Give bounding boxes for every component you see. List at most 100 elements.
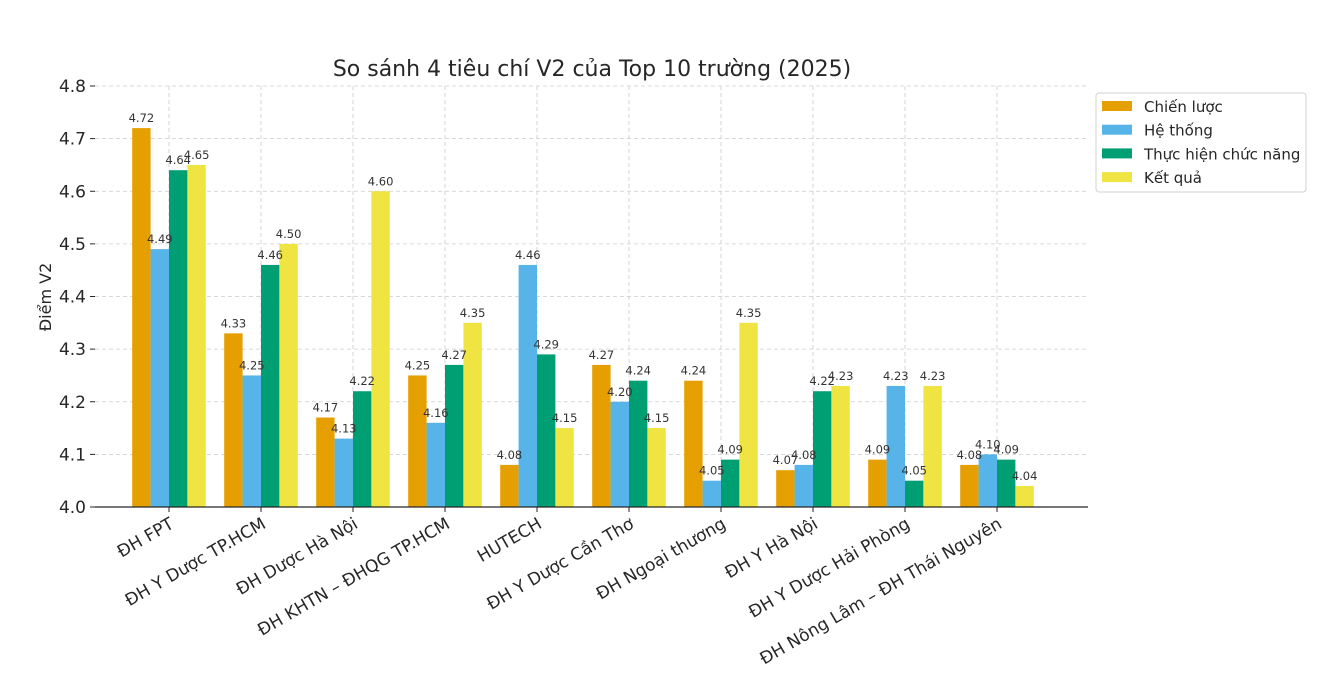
data-label: 4.15: [644, 411, 670, 425]
bar-1-6: [702, 480, 721, 507]
bar-3-7: [831, 385, 850, 507]
bar-1-2: [334, 438, 353, 507]
data-label: 4.24: [681, 364, 707, 378]
y-tick-label: 4.5: [59, 235, 86, 255]
y-tick-label: 4.3: [59, 340, 86, 360]
data-label: 4.05: [901, 464, 927, 478]
bar-3-5: [647, 428, 666, 507]
bar-0-8: [868, 459, 887, 507]
bar-2-3: [445, 364, 464, 507]
data-label: 4.23: [920, 369, 946, 383]
data-label: 4.29: [533, 337, 559, 351]
bar-3-4: [555, 428, 574, 507]
bar-0-4: [500, 464, 519, 507]
data-label: 4.09: [865, 443, 891, 457]
bar-1-0: [150, 249, 169, 507]
bar-2-6: [721, 459, 740, 507]
bar-1-3: [426, 422, 445, 507]
data-label: 4.04: [1012, 469, 1038, 483]
y-tick-label: 4.6: [59, 182, 86, 202]
bar-0-5: [592, 364, 611, 507]
legend-label: Kết quả: [1144, 169, 1202, 187]
bar-2-2: [353, 391, 372, 507]
bar-3-0: [187, 164, 206, 507]
legend-swatch: [1102, 148, 1132, 159]
data-label: 4.22: [349, 374, 375, 388]
y-tick-label: 4.7: [59, 130, 86, 150]
bar-0-0: [132, 128, 151, 507]
x-tick-label: ĐH FPT: [114, 514, 178, 563]
data-label: 4.09: [993, 443, 1019, 457]
data-label: 4.25: [239, 358, 265, 372]
data-label: 4.05: [699, 464, 725, 478]
legend-box: [1095, 92, 1307, 193]
y-tick-label: 4.2: [59, 393, 86, 413]
data-label: 4.25: [405, 358, 431, 372]
data-label: 4.08: [957, 448, 983, 462]
data-label: 4.24: [625, 364, 651, 378]
data-label: 4.08: [791, 448, 817, 462]
bar-0-9: [960, 464, 979, 507]
data-labels: 4.72 4.33 4.17 4.25 4.08 4.27 4.24 4.07 4.09 4.08…: [129, 111, 1038, 483]
bar-0-6: [684, 380, 703, 507]
data-label: 4.72: [129, 111, 155, 125]
bar-3-3: [463, 322, 482, 507]
bar-1-4: [518, 264, 537, 507]
data-label: 4.15: [552, 411, 578, 425]
bar-2-9: [997, 459, 1016, 507]
data-label: 4.64: [165, 153, 191, 167]
data-label: 4.07: [773, 453, 799, 467]
data-label: 4.50: [276, 227, 302, 241]
data-label: 4.10: [975, 437, 1001, 451]
bar-3-8: [923, 385, 942, 507]
bar-2-1: [261, 264, 280, 507]
x-tick-label: ĐH Y Dược Hải Phòng: [745, 514, 913, 623]
y-tick-label: 4.0: [59, 498, 86, 518]
bar-1-7: [794, 464, 813, 507]
bar-1-5: [610, 401, 629, 507]
bar-3-6: [739, 322, 758, 507]
y-tick-label: 4.4: [59, 288, 86, 308]
data-label: 4.35: [736, 306, 762, 320]
bar-0-7: [776, 470, 795, 507]
bar-1-1: [242, 375, 261, 507]
y-axis-label: Điểm V2: [36, 263, 55, 331]
data-label: 4.46: [515, 248, 541, 262]
bar-3-9: [1015, 485, 1034, 507]
data-label: 4.27: [441, 348, 467, 362]
data-label: 4.23: [828, 369, 854, 383]
legend-swatch: [1102, 124, 1132, 135]
data-label: 4.35: [460, 306, 486, 320]
bars: [132, 128, 1034, 507]
legend-label: Thực hiện chức năng: [1143, 145, 1300, 163]
data-label: 4.16: [423, 406, 449, 420]
data-label: 4.65: [184, 148, 210, 162]
data-label: 4.49: [147, 232, 173, 246]
y-tick-label: 4.1: [59, 445, 86, 465]
bar-3-1: [279, 243, 298, 507]
data-label: 4.08: [497, 448, 523, 462]
data-label: 4.60: [368, 174, 394, 188]
bar-1-9: [978, 454, 997, 507]
bar-2-4: [537, 354, 556, 507]
x-tick-label: HUTECH: [474, 514, 546, 567]
data-label: 4.33: [221, 316, 247, 330]
bar-2-7: [813, 391, 832, 507]
data-label: 4.23: [883, 369, 909, 383]
chart-title: So sánh 4 tiêu chí V2 của Top 10 trường …: [333, 57, 851, 82]
data-label: 4.27: [589, 348, 615, 362]
bar-2-8: [905, 480, 924, 507]
bar-2-5: [629, 380, 648, 507]
bar-3-2: [371, 191, 390, 507]
y-tick-label: 4.8: [59, 77, 86, 97]
bar-0-3: [408, 375, 427, 507]
bar-1-8: [886, 385, 905, 507]
legend-swatch: [1102, 101, 1132, 111]
data-label: 4.09: [717, 443, 743, 457]
data-label: 4.22: [809, 374, 835, 388]
bar-0-1: [224, 333, 243, 507]
legend-label: Hệ thống: [1144, 122, 1213, 140]
bar-2-0: [169, 170, 188, 507]
legend: Chiến lược Hệ thống Thực hiện chức năng Kết…: [1095, 92, 1307, 193]
